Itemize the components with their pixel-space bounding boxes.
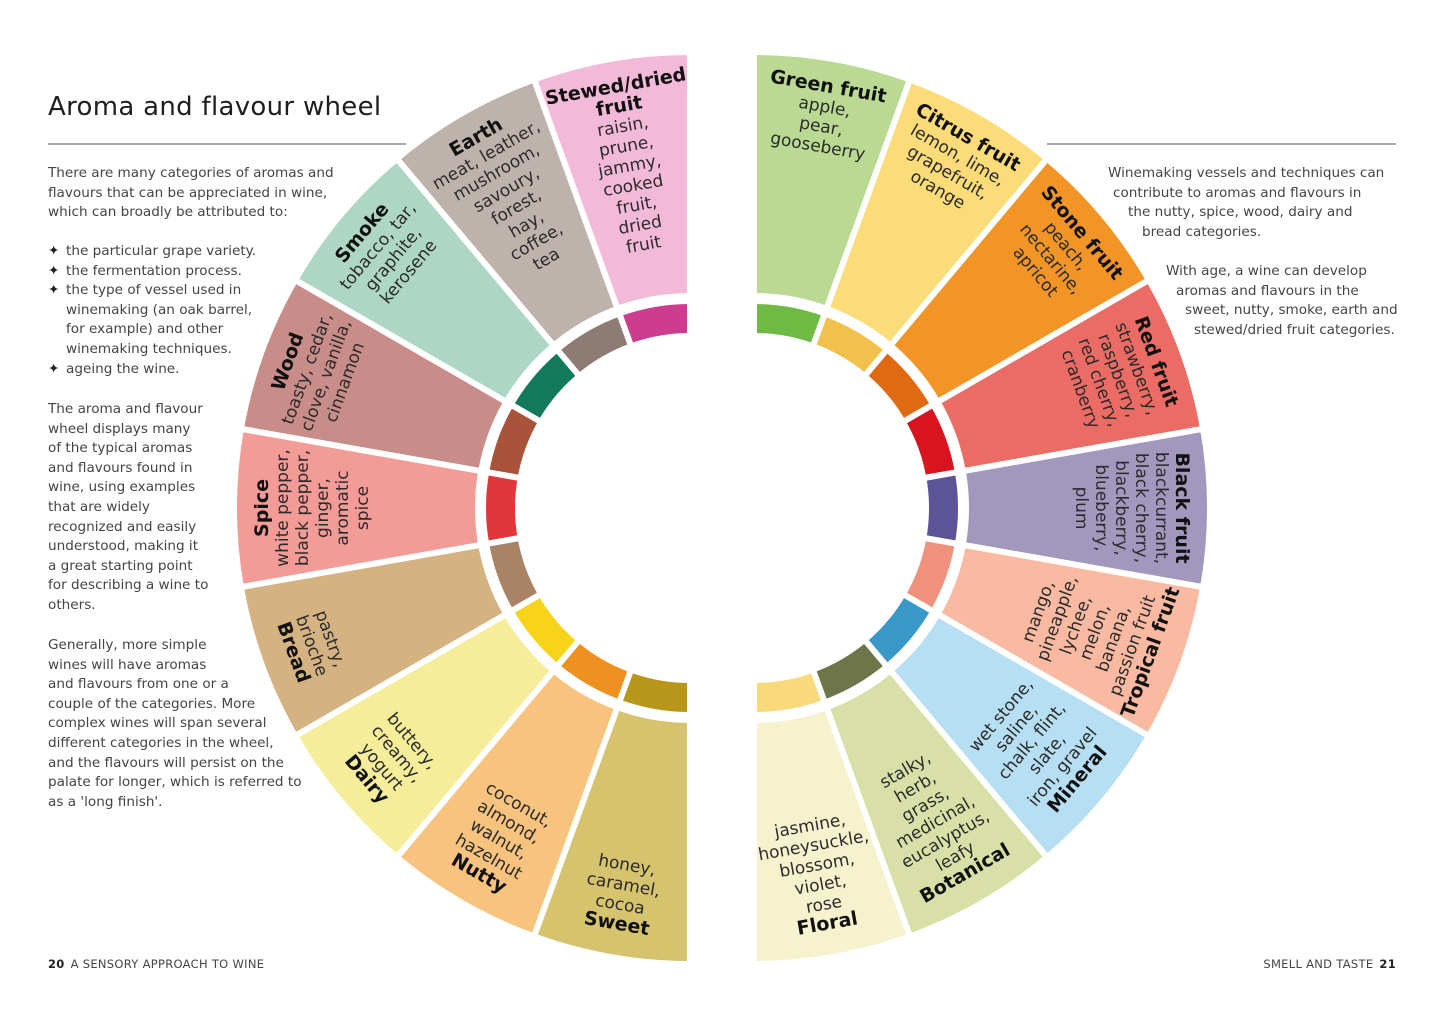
text-line: the particular grape variety. [66,243,257,259]
text-line: and flavours found in [48,459,193,476]
complexity-paragraph: Generally, more simple wines will have ar… [48,636,302,812]
text-line: that are widely [48,498,150,515]
bullet-list: ✦ the particular grape variety. ✦ the ferme… [48,242,256,379]
text-line: stewed/dried fruit categories. [1194,321,1395,338]
text-line: flavours that can be appreciated in wine… [48,184,328,201]
inner-ring-segment [751,665,829,719]
right-divider [1047,143,1396,145]
segment-descriptor: blueberry, [1091,464,1111,551]
segment-botanical: stalky,herb,grass,medicinal,eucalyptus,l… [808,635,1052,941]
text-line: others. [48,596,96,613]
right-footer: SMELL AND TASTE 21 [1263,957,1402,971]
title-divider [48,143,406,145]
text-line: the type of vessel used in [66,282,242,299]
segment-descriptor: ginger, [313,478,333,538]
text-line: couple of the categories. More [48,695,256,712]
text-line: wheel displays many [48,420,191,437]
text-line: sweet, nutty, smoke, earth and [1185,302,1398,319]
text-line: understood, making it [48,538,199,555]
bullet-item: ✦ ageing the wine. [48,360,256,380]
bullet-item: ✦ the fermentation process. [48,262,256,282]
text-line: Winemaking vessels and techniques can [1108,165,1385,181]
segment-descriptor: white pepper, [273,449,293,567]
segment-title: Black fruit [1171,452,1193,563]
text-line: ageing the wine. [66,360,180,377]
inner-ring-segment [615,665,693,719]
text-line: different categories in the wheel, [48,734,274,751]
text-line: Generally, more simple [48,637,207,653]
text-line: aromas and flavours in the [1176,282,1359,299]
outer-segment [530,703,693,968]
text-line: bread categories. [1142,223,1262,240]
text-line: the fermentation process. [66,262,242,279]
text-line: contribute to aromas and flavours in [1113,184,1362,201]
inner-ring-segment [919,468,964,548]
text-line: of the typical aromas [48,440,193,457]
bullet-item: ✦ the type of vessel used in winemaking (a… [48,281,256,359]
segment-descriptor: spice [353,486,373,530]
left-footer: 20 A SENSORY APPROACH TO WINE [42,957,264,971]
inner-ring-segment [480,468,525,548]
text-line: palate for longer, which is referred to [48,774,302,791]
ageing-paragraph: With age, a wine can develop aromas and f… [1160,262,1398,340]
text-line: winemaking (an oak barrel, [66,301,253,318]
text-line: and flavours from one or a [48,676,229,693]
text-line: the nutty, spice, wood, dairy and [1128,204,1353,221]
page-number-right: 21 [1379,957,1396,971]
segment-descriptor: plum [1071,487,1091,530]
segment-descriptor: aromatic [333,470,353,545]
segment-descriptor: blackberry, [1111,460,1131,556]
page-title: Aroma and flavour wheel [48,92,382,122]
text-line: a great starting point [48,557,193,574]
outer-segment [751,703,914,968]
segment-descriptor: black cherry, [1131,453,1151,563]
segment-mineral: wet stone,saline,chalk, flint,slate,iron… [860,589,1154,862]
segment-spice: Spice white pepper, black pepper, ginger, ar… [231,425,525,591]
segment-label: jasmine,honeysuckle,blossom,violet,roseF… [757,810,871,940]
segment-label: Spice white pepper, black pepper, ginger, ar… [251,449,373,567]
four-point-star-icon: ✦ [48,243,60,259]
running-head-left: A SENSORY APPROACH TO WINE [70,957,265,971]
page-number-left: 20 [48,957,65,971]
four-point-star-icon: ✦ [48,360,60,377]
four-point-star-icon: ✦ [48,282,60,299]
segment-descriptor: black pepper, [293,450,313,566]
text-line: for describing a wine to [48,577,209,594]
text-line: recognized and easily [48,518,197,535]
segment-title: Spice [251,479,273,537]
text-line: wines will have aromas [48,656,207,673]
winemaking-paragraph: Winemaking vessels and techniques can con… [1100,164,1384,242]
text-line: There are many categories of aromas and [48,165,334,181]
text-line: for example) and other [66,321,224,338]
text-line: complex wines will span several [48,715,267,732]
bullet-item: ✦ the particular grape variety. [48,242,256,262]
intro-paragraph: There are many categories of aromas and f… [48,164,334,223]
text-line: which can broadly be attributed to: [48,204,288,221]
wheel-description-paragraph: The aroma and flavour wheel displays many… [48,400,208,616]
segment-descriptor: blackcurrant, [1151,452,1171,564]
text-line: With age, a wine can develop [1166,263,1367,279]
segment-floral: jasmine,honeysuckle,blossom,violet,roseF… [751,665,914,968]
four-point-star-icon: ✦ [48,262,60,279]
text-line: wine, using examples [48,479,196,496]
text-line: The aroma and flavour [48,401,203,417]
text-line: winemaking techniques. [66,340,232,357]
text-line: and the flavours will persist on the [48,754,284,771]
text-line: as a 'long finish'. [48,793,163,810]
running-head-right: SMELL AND TASTE [1263,957,1374,971]
